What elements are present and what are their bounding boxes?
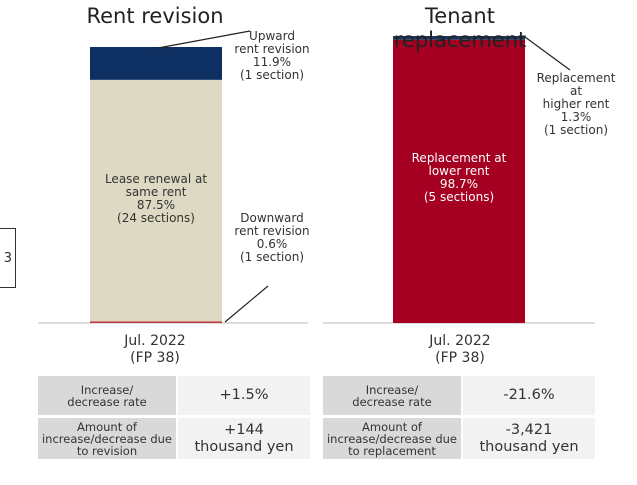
leader-line	[524, 36, 571, 71]
section-count: (1 section)	[239, 250, 305, 264]
section-count: (5 sections)	[423, 190, 495, 204]
segment-label: Upward rent revision 11.9% (1 section)	[234, 30, 309, 82]
chart-title: Rent revision	[86, 4, 224, 28]
table-value: -3,421 thousand yen	[463, 418, 595, 459]
chart-title: Tenant replacement	[393, 4, 527, 52]
bar-segment	[393, 36, 525, 40]
section-count: (1 section)	[239, 68, 305, 82]
table-header: Amount of increase/decrease due to revis…	[38, 418, 176, 459]
value-label: 0.6%	[256, 237, 288, 251]
table-value: -21.6%	[463, 376, 595, 415]
segment-label: Downward rent revision 0.6% (1 section)	[234, 212, 309, 264]
value-label: 11.9%	[252, 55, 292, 69]
bar-segment	[90, 79, 222, 322]
side-label: 3	[0, 228, 16, 288]
table-value: +1.5%	[178, 376, 310, 415]
section-count: (1 section)	[543, 123, 609, 137]
section-count: (24 sections)	[117, 211, 195, 225]
table-value: +144 thousand yen	[178, 418, 310, 459]
value-label: 87.5%	[136, 198, 176, 212]
x-tick-label: Jul. 2022 (FP 38)	[429, 333, 491, 366]
bar-segment	[90, 47, 222, 80]
series-name: Replacement at higher rent	[536, 71, 616, 111]
leader-line	[224, 285, 269, 323]
value-label: 1.3%	[560, 110, 592, 124]
table-header: Increase/ decrease rate	[323, 376, 461, 415]
bar-segment	[393, 39, 525, 324]
series-name: Lease renewal at same rent	[104, 172, 208, 199]
segment-label: Replacement at higher rent 1.3% (1 section…	[537, 72, 616, 137]
table-header: Amount of increase/decrease due to repla…	[323, 418, 461, 459]
table-header: Increase/ decrease rate	[38, 376, 176, 415]
series-name: Replacement at lower rent	[411, 151, 507, 178]
value-label: 98.7%	[439, 177, 479, 191]
bar-segment	[90, 321, 222, 323]
segment-label: Lease renewal at same rent 87.5% (24 secti…	[105, 173, 207, 225]
series-name: Upward rent revision	[234, 29, 310, 56]
x-tick-label: Jul. 2022 (FP 38)	[124, 333, 186, 366]
series-name: Downward rent revision	[234, 211, 310, 238]
segment-label: Replacement at lower rent 98.7% (5 section…	[412, 152, 507, 204]
leader-line	[157, 30, 251, 49]
